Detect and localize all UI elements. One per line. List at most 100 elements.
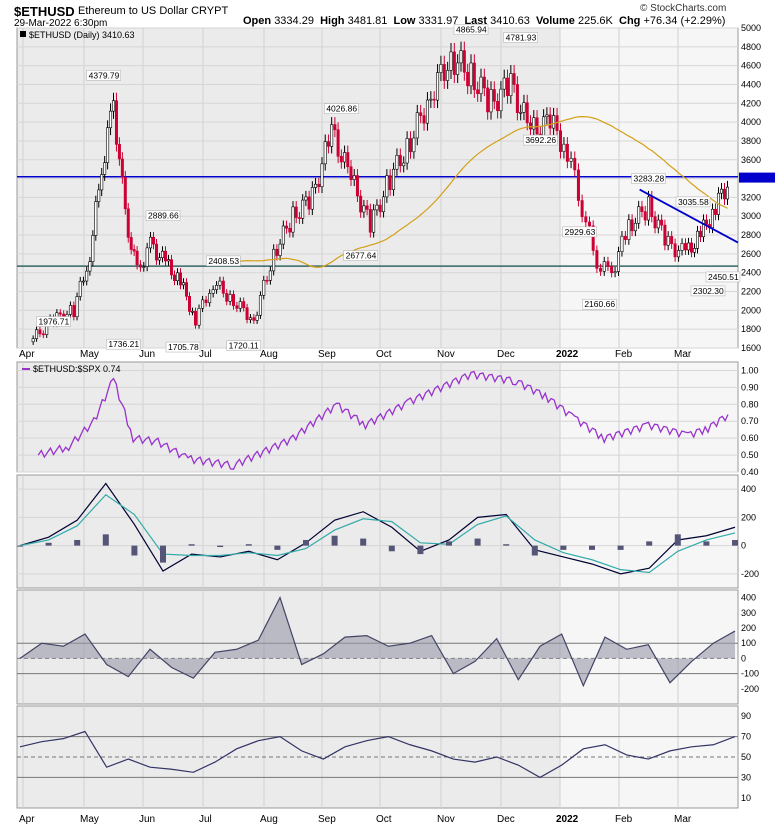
- macd-y-tick-label: 0: [741, 541, 746, 551]
- x-tick-label-bottom-Mar: Mar: [674, 814, 692, 825]
- x-tick-label-top-Aug: Aug: [260, 349, 278, 360]
- candle-body: [72, 305, 76, 318]
- price-y-tick-label: 5000: [741, 23, 761, 33]
- candle-body: [291, 206, 295, 233]
- candle-body: [398, 155, 402, 167]
- candle-body: [100, 174, 104, 191]
- candle-body: [580, 200, 584, 218]
- x-tick-label-bottom-Feb: Feb: [615, 814, 633, 825]
- macd-histogram-bar: [131, 545, 138, 556]
- candle-body: [613, 271, 617, 274]
- candle-body: [123, 177, 127, 210]
- candle-body: [142, 266, 146, 268]
- candle-body: [201, 299, 205, 309]
- macd-series-1: [19, 493, 736, 574]
- candle-body: [238, 301, 242, 309]
- candle-body: [412, 137, 416, 153]
- candle-body: [558, 130, 562, 152]
- candle-body: [385, 175, 389, 198]
- candle-body: [185, 282, 189, 297]
- low-value: 3331.97: [418, 15, 459, 27]
- candle-body: [352, 175, 356, 180]
- macd-histogram-bar: [560, 545, 567, 550]
- candle-body: [170, 259, 174, 276]
- candle-body: [232, 294, 236, 307]
- candle-body: [317, 183, 321, 188]
- ratio-y-tick-label: 0.90: [741, 382, 759, 392]
- x-tick-label-bottom-May: May: [80, 814, 99, 825]
- candle-body: [346, 152, 350, 168]
- x-tick-label-top-Feb: Feb: [615, 349, 633, 360]
- candle-body: [535, 117, 539, 135]
- legend-swatch: [20, 31, 26, 37]
- annotation-box: [324, 103, 359, 114]
- macd-histogram-bar: [732, 539, 738, 546]
- candle-body: [120, 158, 124, 178]
- ratio-legend: $ETHUSD:$SPX 0.74: [33, 364, 121, 374]
- candle-body: [68, 305, 72, 315]
- candle-body: [637, 206, 641, 224]
- annotation-box: [503, 32, 538, 43]
- candle-body: [194, 311, 198, 326]
- candle-body: [85, 270, 89, 282]
- moving-average-line: [223, 116, 728, 268]
- macd-histogram-bar: [474, 538, 481, 546]
- panel-recent-shade-2: [560, 475, 738, 588]
- macd-histogram-bar: [102, 534, 109, 546]
- candle-body: [562, 143, 566, 152]
- candle-body: [167, 259, 171, 262]
- price-y-tick-label: 4200: [741, 98, 761, 108]
- candle-body: [211, 289, 215, 294]
- candle-body: [135, 250, 139, 266]
- macd-histogram-bar: [331, 535, 338, 546]
- quote-datetime: 29-Mar-2022 6:30pm: [14, 18, 108, 29]
- macd-y-tick-label: -200: [741, 569, 759, 579]
- candle-body: [382, 196, 386, 213]
- macd-histogram-bar: [17, 545, 23, 547]
- candle-body: [158, 257, 162, 261]
- annotation-box: [165, 341, 201, 353]
- candle-body: [489, 89, 493, 113]
- macd-histogram-bar: [188, 544, 195, 546]
- candle-body: [620, 235, 624, 252]
- candle-body: [415, 112, 419, 139]
- high-label: High: [320, 15, 345, 27]
- candle-body: [512, 73, 516, 85]
- candle-body: [419, 112, 423, 116]
- macd-histogram-bar: [245, 544, 252, 546]
- price-y-tick-label: 3800: [741, 136, 761, 146]
- cci-y-tick-label: 300: [741, 608, 756, 618]
- annotation-label: 1705.78: [168, 342, 199, 352]
- macd-histogram-bar: [646, 541, 653, 546]
- macd-series-0: [19, 482, 736, 575]
- candle-body: [486, 87, 490, 113]
- candle-body: [31, 338, 35, 343]
- candle-body: [670, 236, 674, 245]
- annotation-label: 2677.64: [346, 251, 377, 261]
- candle-body: [362, 205, 366, 213]
- candle-body: [129, 237, 133, 250]
- candle-body: [479, 76, 483, 95]
- candle-body: [314, 183, 318, 188]
- annotation-box: [86, 70, 121, 81]
- annotation-box: [705, 271, 741, 283]
- x-tick-label-top-Mar: Mar: [674, 349, 692, 360]
- candle-body: [221, 280, 225, 294]
- candle-body: [459, 50, 463, 64]
- candle-body: [114, 100, 118, 145]
- candle-body: [528, 122, 532, 130]
- macd-histogram-bar: [217, 545, 224, 548]
- candle-body: [584, 216, 588, 223]
- candle-body: [569, 157, 573, 162]
- macd-histogram-bar: [160, 545, 166, 563]
- candle-body: [496, 101, 500, 112]
- candle-body: [268, 270, 272, 281]
- candle-body: [602, 261, 606, 272]
- ratio-line: [37, 370, 729, 470]
- last-price-marker: [739, 172, 775, 183]
- x-tick-label-top-Jul: Jul: [199, 349, 212, 360]
- candle-body: [552, 115, 556, 129]
- annotation-label: 2929.63: [565, 227, 596, 237]
- candle-body: [78, 280, 82, 297]
- candle-body: [149, 236, 153, 249]
